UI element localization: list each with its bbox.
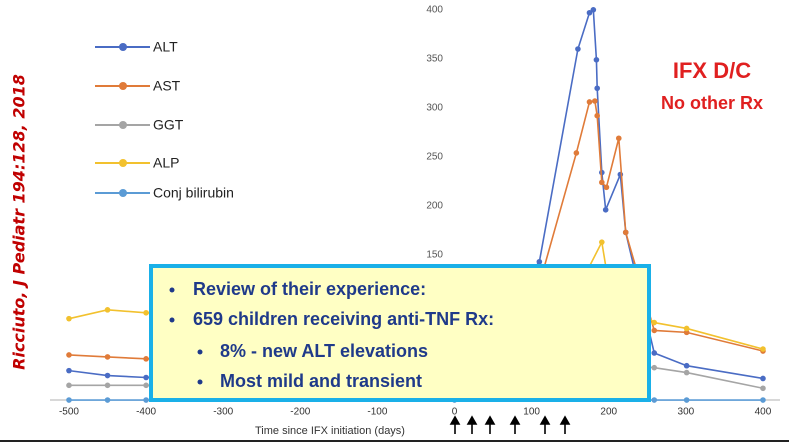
legend-label: AST bbox=[153, 78, 181, 94]
legend-marker bbox=[119, 82, 127, 90]
x-tick-label: -500 bbox=[59, 407, 79, 418]
point bbox=[651, 397, 658, 403]
x-tick-label: -200 bbox=[290, 407, 310, 418]
infusion-arrows bbox=[449, 415, 571, 434]
y-tick-label: 350 bbox=[426, 53, 443, 64]
point bbox=[603, 184, 610, 191]
bullet bbox=[197, 349, 203, 355]
note-item: Review of their experience: bbox=[193, 279, 426, 299]
point bbox=[683, 397, 690, 403]
x-tick-label: -100 bbox=[367, 407, 387, 418]
legend-marker bbox=[119, 43, 127, 51]
point bbox=[143, 382, 149, 389]
point bbox=[683, 362, 690, 369]
point bbox=[760, 397, 766, 403]
x-tick-label: 400 bbox=[755, 407, 772, 418]
point bbox=[683, 325, 690, 332]
point bbox=[143, 309, 149, 316]
point bbox=[586, 99, 593, 105]
x-tick-label: 200 bbox=[600, 407, 617, 418]
legend-label: ALP bbox=[153, 155, 179, 171]
bullet bbox=[169, 287, 175, 293]
x-tick-label: -400 bbox=[136, 407, 156, 418]
y-tick-label: 200 bbox=[426, 201, 443, 212]
point bbox=[760, 375, 766, 382]
point bbox=[599, 179, 605, 186]
note-item: Most mild and transient bbox=[220, 371, 422, 391]
point bbox=[104, 372, 111, 379]
point bbox=[683, 329, 690, 336]
x-tick-label: 300 bbox=[678, 407, 695, 418]
y-tick-label: 300 bbox=[426, 102, 443, 113]
point bbox=[651, 319, 658, 326]
point bbox=[760, 346, 766, 352]
point bbox=[615, 135, 622, 142]
point bbox=[104, 397, 111, 403]
legend-label: Conj bilirubin bbox=[153, 185, 234, 201]
point bbox=[593, 57, 600, 63]
point bbox=[651, 327, 658, 334]
point bbox=[104, 307, 111, 313]
point bbox=[143, 374, 149, 381]
x-tick-label: 100 bbox=[523, 407, 540, 418]
note-item: 8% - new ALT elevations bbox=[220, 341, 428, 361]
point bbox=[104, 354, 111, 360]
point bbox=[651, 364, 658, 371]
point bbox=[104, 382, 111, 389]
y-tick-label: 250 bbox=[426, 152, 443, 163]
x-axis-label: Time since IFX initiation (days) bbox=[255, 425, 405, 437]
bullet bbox=[169, 317, 175, 323]
x-tick-label: -300 bbox=[213, 407, 233, 418]
point bbox=[599, 239, 605, 245]
point bbox=[575, 46, 581, 52]
point bbox=[622, 229, 629, 236]
point bbox=[590, 7, 597, 13]
y-tick-label: 400 bbox=[426, 4, 443, 15]
note-list: Review of their experience: 659 children … bbox=[169, 279, 494, 391]
legend-marker bbox=[119, 189, 127, 197]
point bbox=[66, 315, 72, 322]
legend-label: GGT bbox=[153, 117, 184, 133]
note-item: 659 children receiving anti-TNF Rx: bbox=[193, 309, 494, 329]
point bbox=[683, 369, 690, 376]
point bbox=[536, 258, 543, 265]
legend-marker bbox=[119, 159, 127, 167]
point bbox=[602, 207, 609, 213]
point bbox=[594, 85, 600, 92]
note-box bbox=[149, 264, 651, 402]
point bbox=[573, 150, 580, 156]
point bbox=[651, 350, 658, 356]
legend-marker bbox=[119, 121, 127, 129]
point bbox=[143, 356, 149, 362]
point bbox=[66, 367, 72, 374]
legend-label: ALT bbox=[153, 39, 178, 55]
callout-subtitle: No other Rx bbox=[661, 93, 763, 113]
point bbox=[66, 352, 72, 358]
point bbox=[143, 397, 149, 403]
point bbox=[592, 98, 598, 104]
point bbox=[586, 9, 593, 16]
point bbox=[66, 382, 72, 389]
point bbox=[760, 385, 766, 392]
y-tick-label: 150 bbox=[426, 250, 443, 261]
x-tick-label: 0 bbox=[452, 407, 458, 418]
point bbox=[66, 397, 72, 403]
point bbox=[594, 112, 600, 119]
callout-title: IFX D/C bbox=[673, 58, 751, 83]
bullet bbox=[197, 379, 203, 385]
citation: Ricciuto, J Pediatr 194:128, 2018 bbox=[10, 74, 29, 370]
